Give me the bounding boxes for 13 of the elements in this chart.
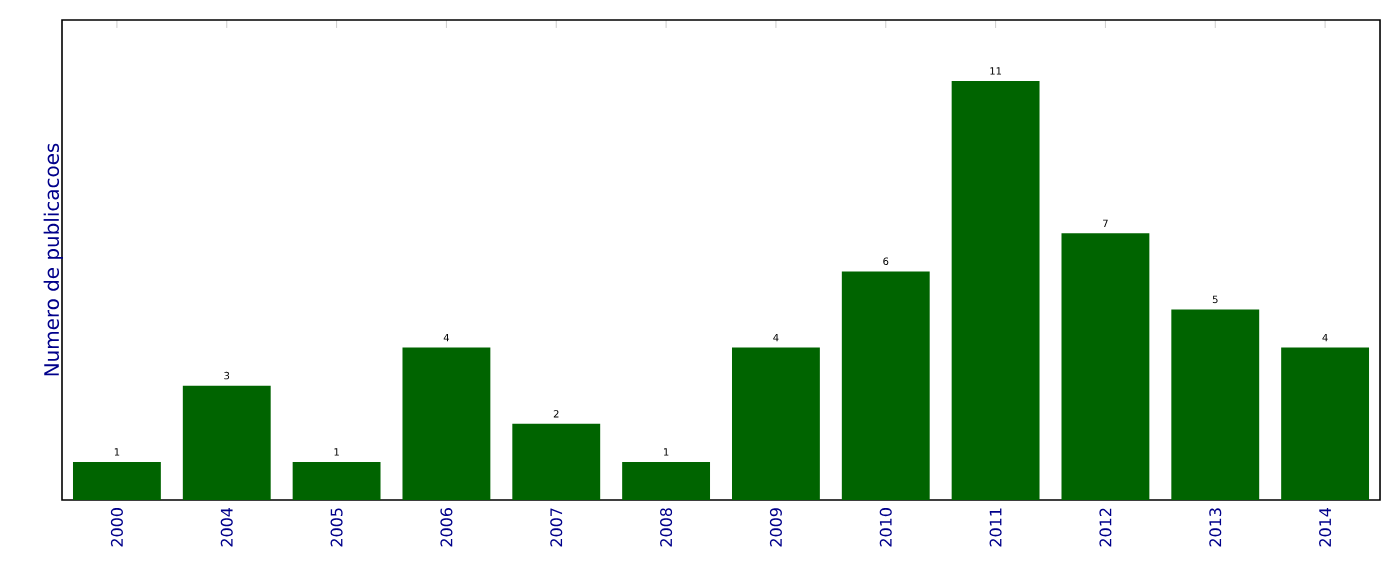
bar bbox=[292, 461, 381, 500]
bar bbox=[1281, 347, 1370, 500]
bar bbox=[182, 385, 271, 500]
bar bbox=[512, 423, 601, 500]
bar bbox=[1171, 309, 1260, 500]
bar bbox=[1061, 233, 1150, 500]
bar bbox=[731, 347, 820, 500]
bar bbox=[72, 461, 161, 500]
bar bbox=[402, 347, 491, 500]
bar bbox=[951, 80, 1040, 500]
bar bbox=[622, 461, 711, 500]
y-axis-title: Numero de publicacoes bbox=[43, 143, 63, 376]
bar bbox=[841, 271, 930, 500]
